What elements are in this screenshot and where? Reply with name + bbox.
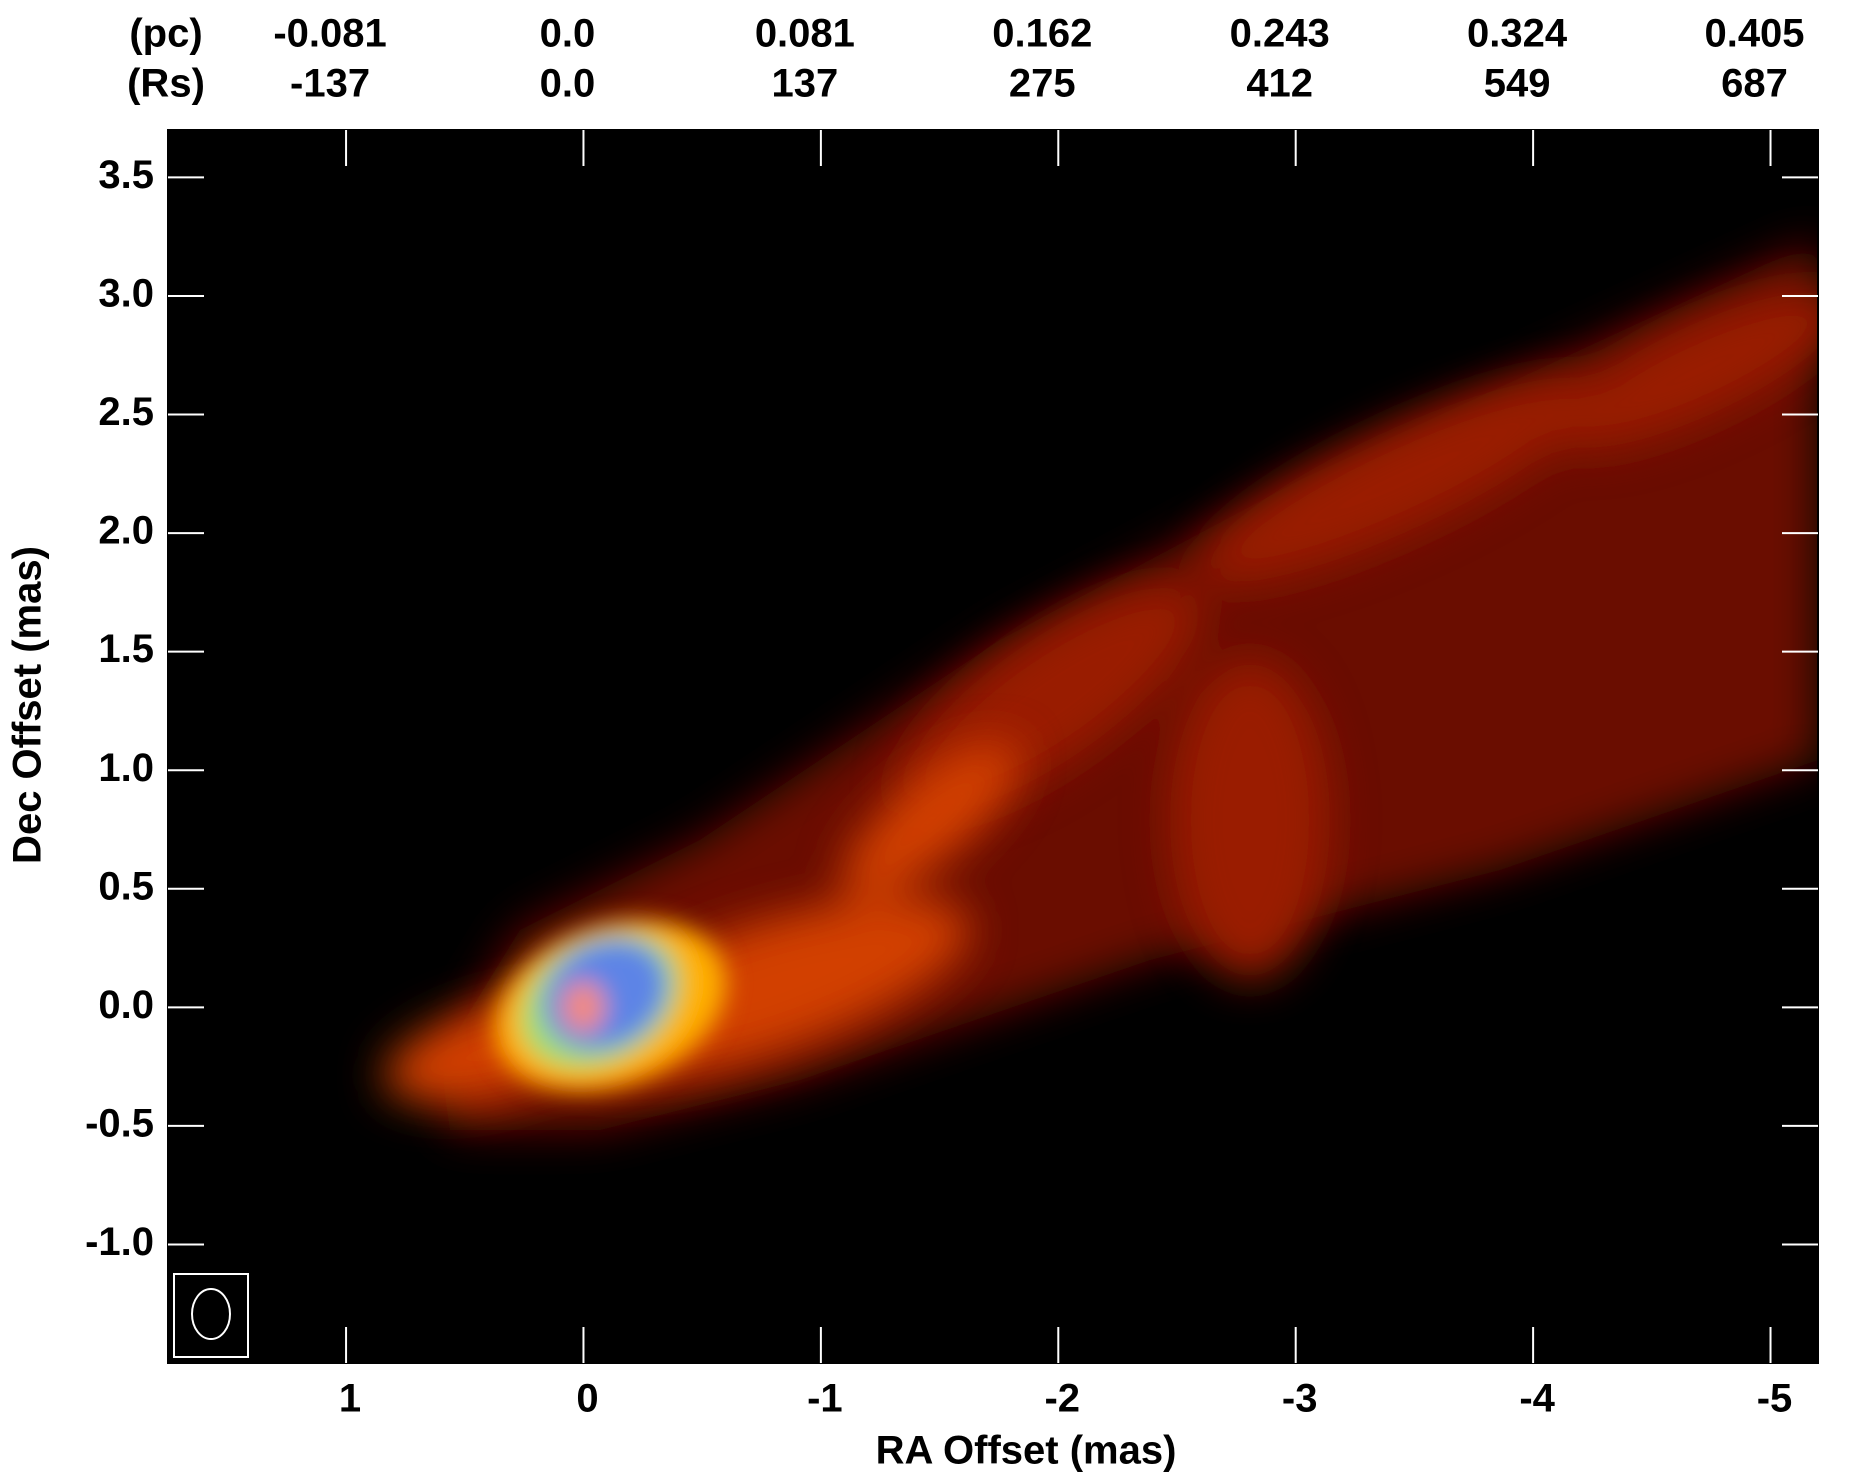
y-tick-label: 1.0: [98, 746, 154, 790]
x-tick-label: 1: [339, 1377, 361, 1421]
top-tick-label: 0.405: [1704, 12, 1804, 56]
x-tick-label: -4: [1519, 1377, 1555, 1421]
top-tick-label: -137: [290, 62, 370, 106]
x-tick-label: -1: [807, 1377, 843, 1421]
top-axis-unit: (pc): [129, 12, 202, 56]
y-tick-label: 0.5: [98, 864, 154, 908]
beam: [191, 1288, 231, 1340]
top-tick-label: 412: [1246, 62, 1313, 106]
radio-map: [173, 240, 1818, 1358]
top-axis-unit: (Rs): [127, 62, 205, 106]
top-tick-label: 0.0: [540, 62, 596, 106]
top-tick-label: 275: [1009, 62, 1076, 106]
top-tick-label: 549: [1484, 62, 1551, 106]
beam-box: [173, 1273, 249, 1358]
plot-frame: [167, 129, 1819, 1364]
y-tick-label: -0.5: [85, 1101, 154, 1145]
top-tick-label: 0.324: [1467, 12, 1568, 56]
y-tick-label: 0.0: [98, 983, 154, 1027]
x-axis-title: RA Offset (mas): [876, 1429, 1177, 1472]
y-tick-label: 3.5: [98, 153, 154, 197]
top-tick-label: 687: [1721, 62, 1788, 106]
top-tick-label: 0.081: [755, 12, 855, 56]
top-tick-label: 0.243: [1230, 12, 1330, 56]
y-axis-title: Dec Offset (mas): [6, 546, 50, 864]
x-tick-label: -3: [1282, 1377, 1318, 1421]
x-tick-label: -5: [1757, 1377, 1793, 1421]
y-tick-label: -1.0: [85, 1220, 154, 1264]
y-tick-label: 2.0: [98, 509, 154, 553]
y-tick-label: 3.0: [98, 272, 154, 316]
x-tick-label: -2: [1044, 1377, 1080, 1421]
y-tick-label: 2.5: [98, 390, 154, 434]
top-tick-label: 137: [772, 62, 839, 106]
x-tick-label: 0: [576, 1377, 598, 1421]
top-tick-label: -0.081: [273, 12, 386, 56]
y-tick-label: 1.5: [98, 627, 154, 671]
top-tick-label: 0.0: [540, 12, 596, 56]
top-tick-label: 0.162: [992, 12, 1092, 56]
